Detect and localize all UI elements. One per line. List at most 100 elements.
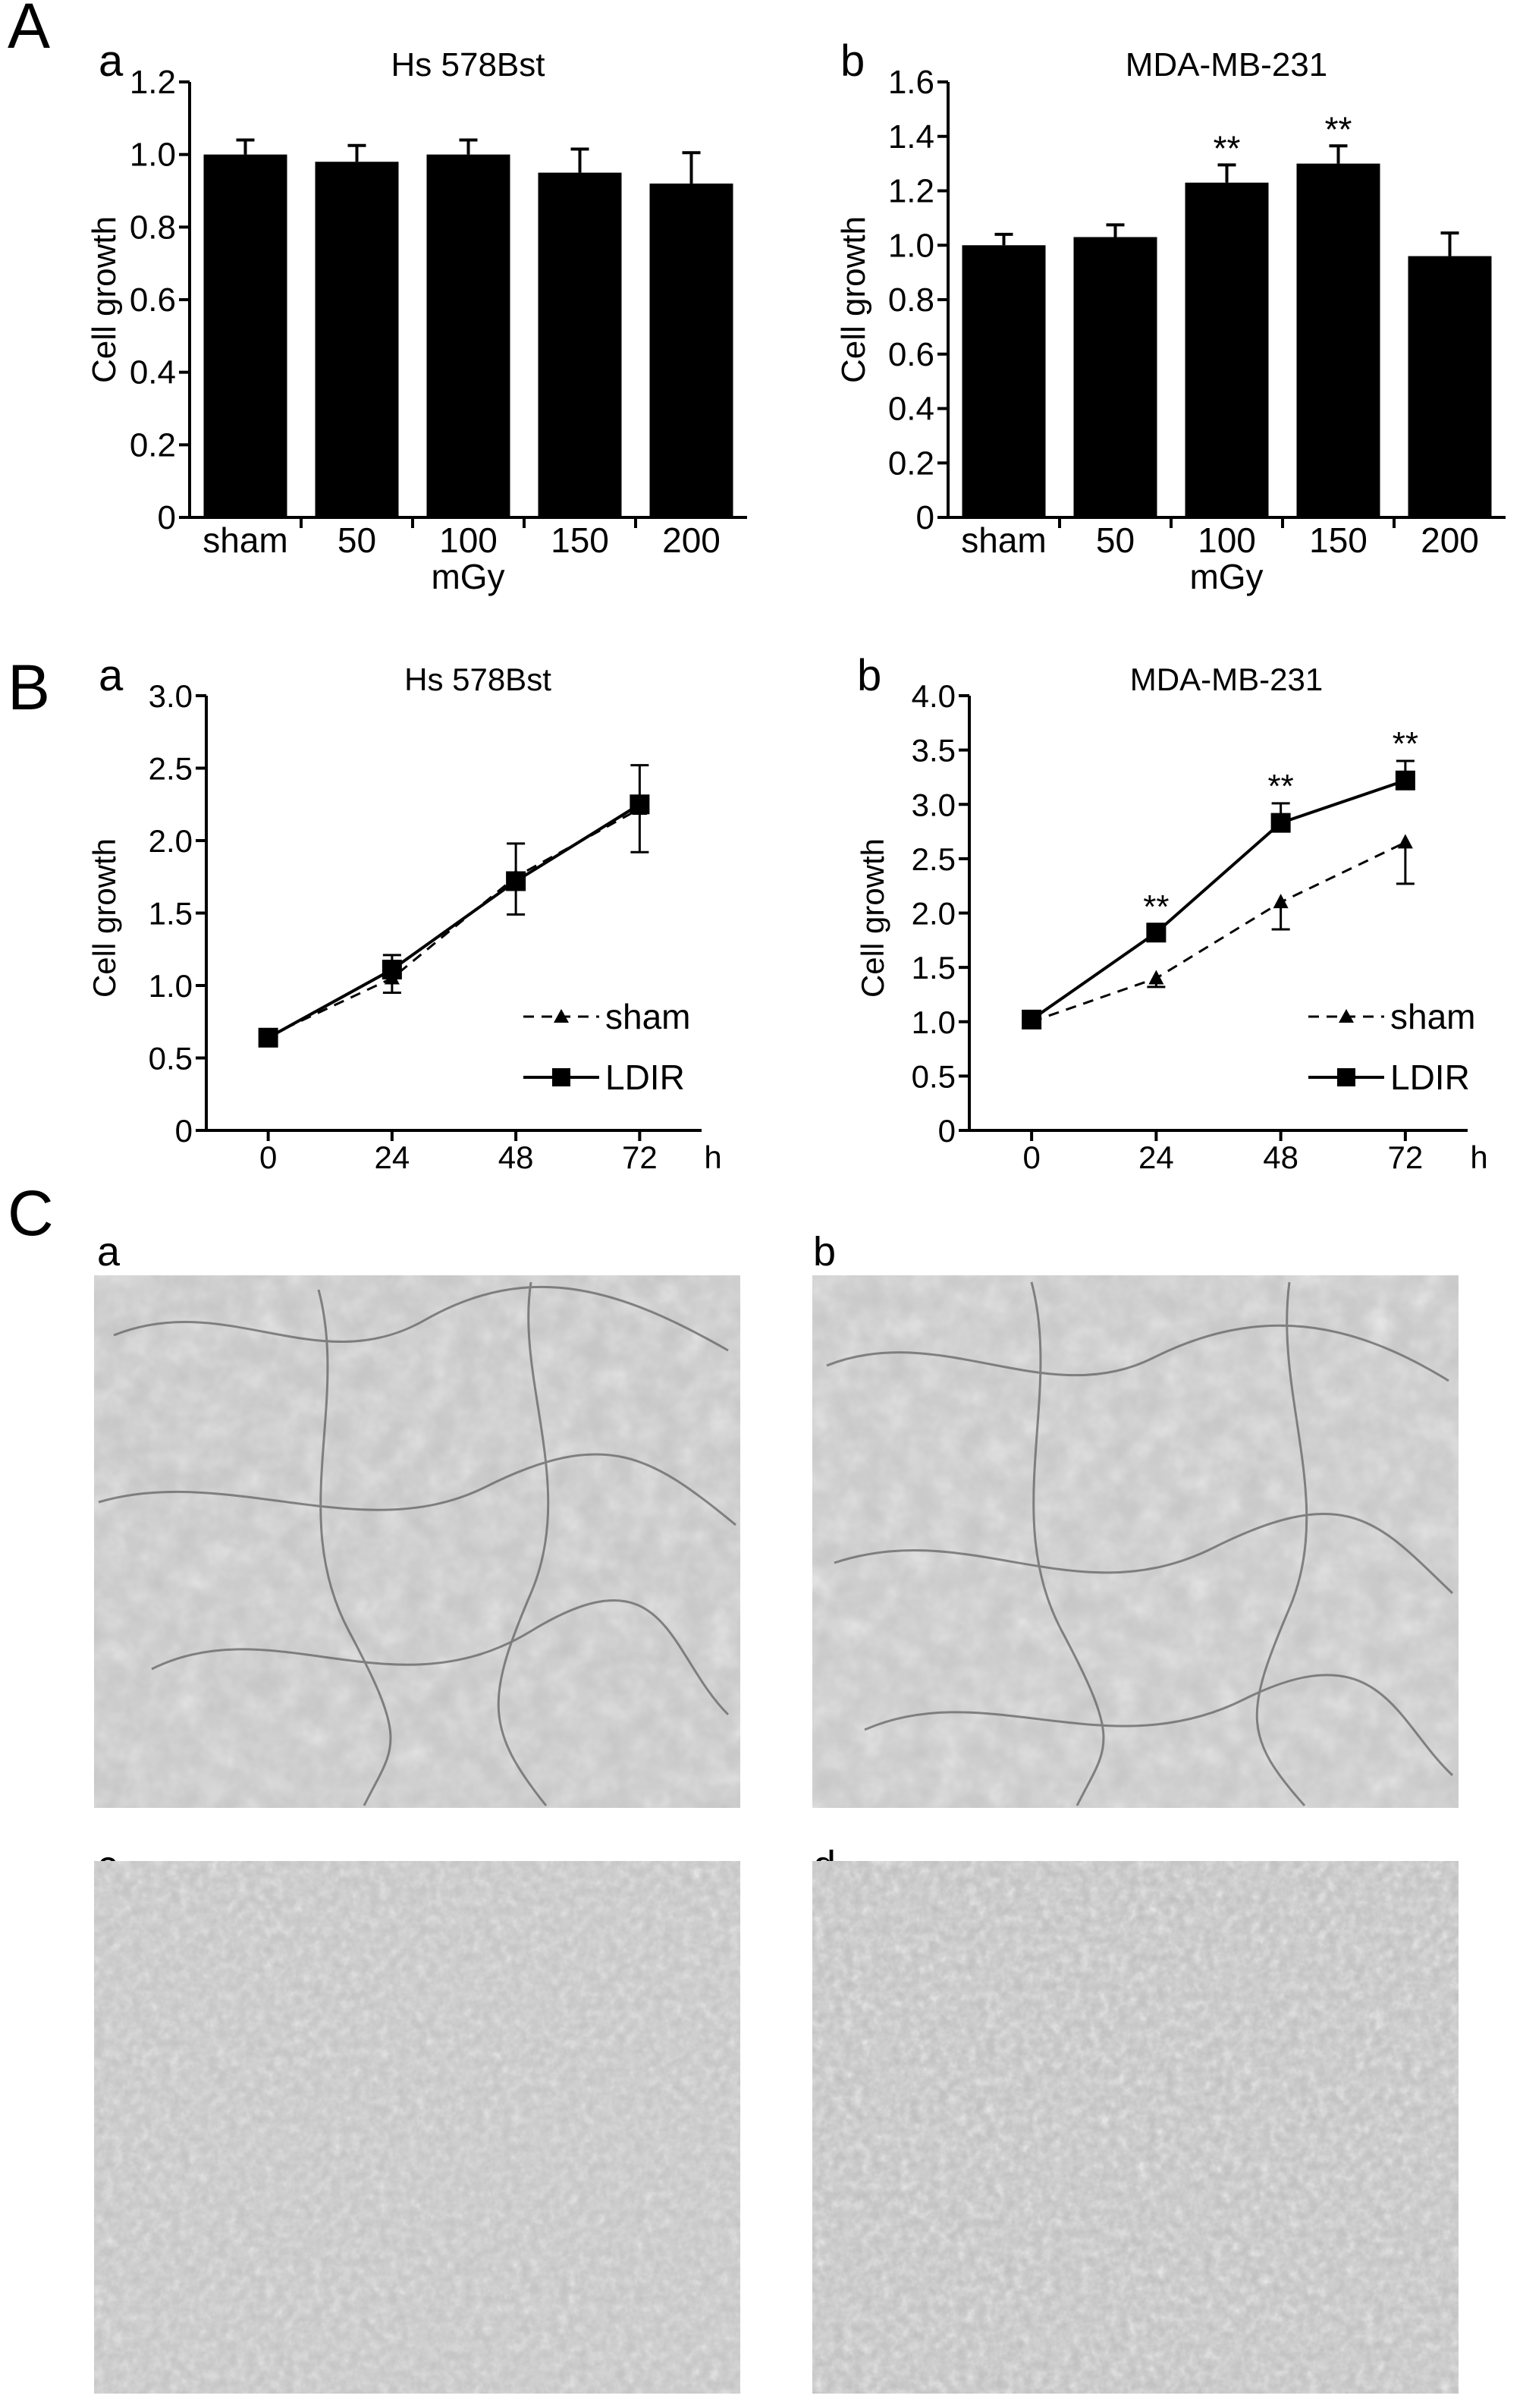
subpanel-label-Aa: a	[99, 36, 124, 86]
micrograph-panel-Cc: c	[94, 1843, 740, 2394]
y-tick-label: 2.0	[912, 896, 956, 932]
y-axis-label: Cell growth	[86, 216, 123, 383]
series-line-LDIR	[1030, 778, 1406, 1021]
subpanel-label-Ba: a	[99, 651, 124, 700]
y-tick-label: 4.0	[912, 678, 956, 714]
y-tick-label: 2.0	[149, 823, 193, 859]
y-tick-label: 1.0	[130, 137, 176, 174]
point-sham	[1148, 970, 1164, 985]
significance-marker: **	[1214, 128, 1241, 168]
bar-sham	[962, 245, 1046, 517]
y-tick-label: 1.2	[888, 173, 934, 210]
micrograph-Cd-texture	[812, 1861, 1459, 2394]
chart-Ab-cell-growth-bar: b MDA-MB-231 Cell growth 0 0.2 0.4 0.6 0.8 1.0 1.…	[835, 36, 1506, 596]
bar-50	[315, 162, 399, 517]
point-LDIR	[506, 871, 526, 891]
y-tick-label: 1.0	[888, 227, 934, 264]
y-axis-label: Cell growth	[86, 838, 122, 998]
legend-label-LDIR: LDIR	[1390, 1058, 1470, 1097]
bar-100	[1185, 182, 1269, 518]
x-tick-label: 0	[1022, 1140, 1040, 1175]
y-tick-label: 0	[938, 1113, 956, 1149]
point-LDIR	[258, 1027, 278, 1048]
legend-label-sham: sham	[1390, 997, 1475, 1036]
y-tick-label: 1.0	[912, 1004, 956, 1040]
bar-200	[1408, 256, 1492, 517]
micrograph-Cb-texture	[812, 1275, 1459, 1808]
significance-marker: **	[1143, 888, 1169, 926]
x-tick-label: 48	[498, 1140, 534, 1175]
bar-50	[1073, 237, 1157, 517]
chart-title: Hs 578Bst	[404, 662, 551, 697]
micrograph-Ca-cell-outlines	[98, 1281, 736, 1806]
chart-title: MDA-MB-231	[1126, 46, 1328, 83]
y-tick-label: 0.6	[130, 281, 176, 319]
y-tick-label: 1.6	[888, 64, 934, 101]
bar-200	[649, 183, 733, 517]
x-axis-label: h	[1470, 1140, 1487, 1175]
significance-marker: **	[1268, 768, 1294, 805]
y-tick-label: 1.0	[149, 968, 193, 1004]
y-axis-label: Cell growth	[835, 216, 872, 383]
y-tick-label: 0	[158, 499, 176, 536]
y-tick-label: 0.4	[130, 354, 176, 391]
category-label-100: 100	[1198, 520, 1256, 560]
bar-150	[538, 172, 622, 518]
y-tick-label: 0	[916, 499, 934, 536]
point-sham	[1273, 894, 1289, 909]
subpanel-label-Ca: a	[97, 1229, 121, 1275]
significance-marker: **	[1325, 109, 1352, 149]
point-LDIR	[630, 794, 650, 815]
y-tick-label: 0.5	[912, 1058, 956, 1094]
y-tick-label: 2.5	[149, 751, 193, 787]
legend-label-LDIR: LDIR	[605, 1058, 685, 1097]
subpanel-label-Bb: b	[857, 651, 881, 700]
y-tick-label: 0.5	[149, 1041, 193, 1077]
x-tick-label: 72	[622, 1140, 658, 1175]
subpanel-label-Ab: b	[840, 36, 865, 86]
micrograph-panel-Cb: b	[812, 1229, 1459, 1808]
x-tick-label: 72	[1388, 1140, 1424, 1175]
micrograph-Cb-cell-outlines	[826, 1281, 1454, 1806]
y-tick-label: 1.5	[149, 896, 193, 932]
legend-label-sham: sham	[605, 997, 690, 1036]
chart-Ba-cell-growth-line: a Hs 578Bst Cell growth 0 0.5 1.0 1.5 2.0 2.5 3.0…	[86, 651, 722, 1175]
point-LDIR	[382, 959, 402, 979]
micrograph-Cc-texture	[94, 1861, 740, 2394]
point-LDIR	[1022, 1009, 1042, 1030]
y-tick-label: 1.4	[888, 118, 934, 156]
chart-title: Hs 578Bst	[391, 46, 545, 83]
micrograph-Ca-texture	[94, 1275, 740, 1808]
point-LDIR	[1270, 813, 1291, 833]
y-tick-label: 2.5	[912, 841, 956, 877]
legend-marker-LDIR	[552, 1068, 570, 1086]
y-tick-label: 0.8	[888, 281, 934, 319]
category-label-sham: sham	[961, 520, 1046, 560]
y-tick-label: 0.2	[888, 445, 934, 482]
x-axis-label: mGy	[1189, 557, 1263, 596]
legend-marker-sham	[1339, 1009, 1354, 1023]
y-tick-label: 0	[175, 1113, 193, 1149]
x-axis-label: h	[704, 1140, 721, 1175]
y-tick-label: 1.2	[130, 64, 176, 101]
x-tick-label: 24	[1138, 1140, 1174, 1175]
x-tick-label: 0	[259, 1140, 277, 1175]
panel-letter-A: A	[8, 0, 50, 61]
x-tick-label: 24	[375, 1140, 410, 1175]
legend-marker-sham	[554, 1009, 569, 1023]
point-LDIR	[1146, 923, 1167, 943]
category-label-50: 50	[338, 520, 376, 560]
subpanel-label-Cb: b	[813, 1229, 836, 1275]
category-label-200: 200	[1421, 520, 1479, 560]
chart-title: MDA-MB-231	[1130, 662, 1323, 697]
y-axis-label: Cell growth	[855, 838, 890, 998]
y-tick-label: 3.0	[149, 678, 193, 714]
chart-Aa-cell-growth-bar: a Hs 578Bst Cell growth 0 0.2 0.4 0.6 0.8 1.0 1.2…	[86, 36, 747, 596]
micrograph-panel-Ca: a	[94, 1229, 740, 1808]
panel-letter-B: B	[8, 652, 50, 723]
y-tick-label: 0.4	[888, 391, 934, 428]
series-line-sham	[1031, 841, 1406, 1023]
category-label-200: 200	[662, 520, 721, 560]
x-axis-label: mGy	[431, 557, 504, 596]
